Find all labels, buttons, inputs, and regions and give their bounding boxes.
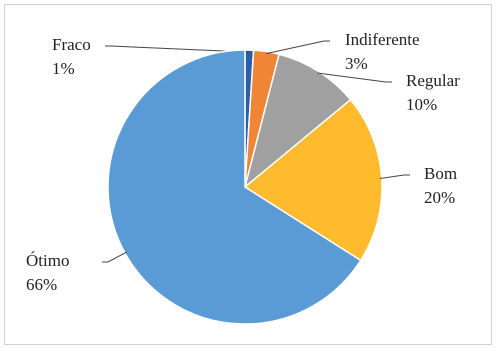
slice-label: Indiferente	[345, 30, 420, 49]
slice-value-label: 66%	[26, 275, 57, 294]
leader-line	[105, 45, 250, 53]
slice-label: Ótimo	[26, 251, 69, 270]
pie-slice	[243, 53, 352, 190]
leader-line	[266, 40, 330, 55]
leader-line	[102, 251, 127, 263]
slice-label: Fraco	[52, 35, 91, 54]
slice-value-label: 1%	[52, 59, 75, 78]
slice-label: Bom	[424, 164, 457, 183]
slice-value-label: 20%	[424, 188, 455, 207]
leader-line	[317, 72, 392, 83]
slice-value-label: 10%	[406, 95, 437, 114]
leader-line	[379, 174, 410, 180]
slice-value-label: 3%	[345, 54, 368, 73]
slice-label: Regular	[406, 71, 460, 90]
